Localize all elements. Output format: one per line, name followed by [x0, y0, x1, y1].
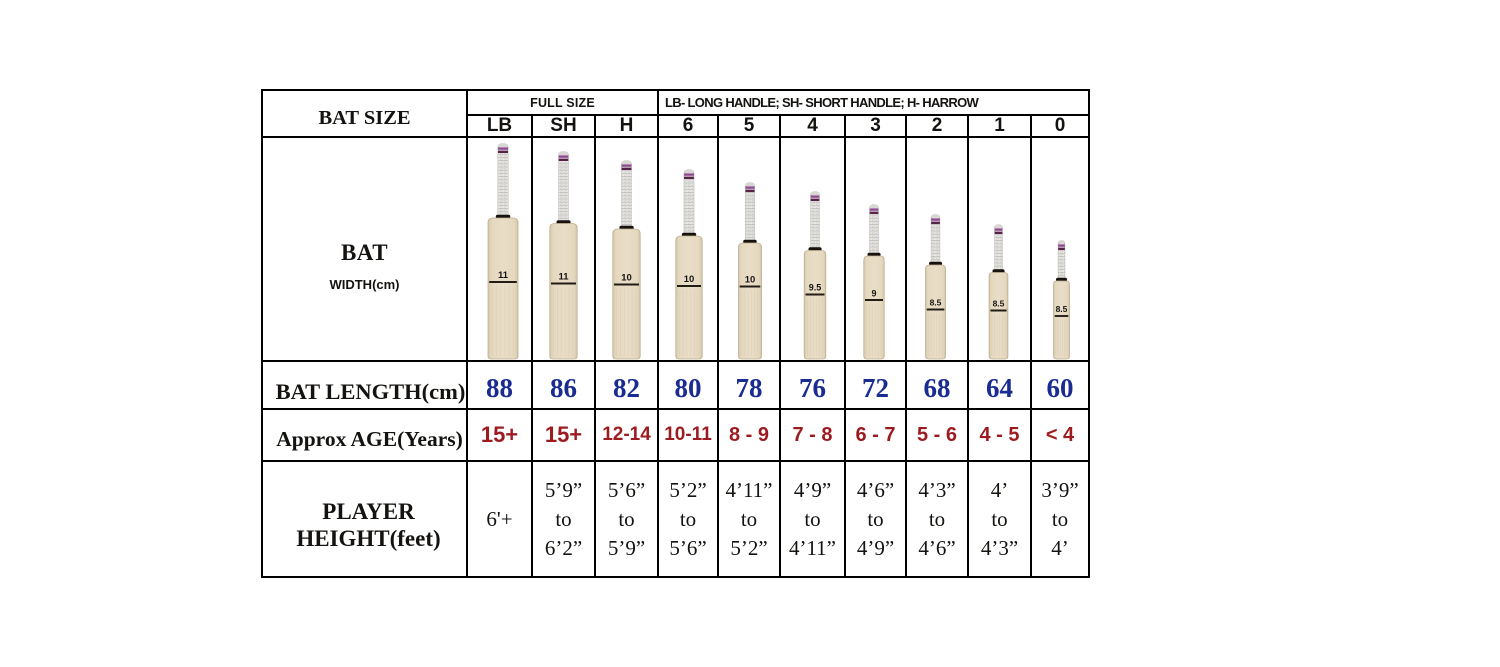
svg-text:10: 10: [621, 273, 632, 284]
svg-text:8.5: 8.5: [1056, 304, 1068, 314]
svg-text:9: 9: [871, 289, 876, 299]
svg-text:10: 10: [745, 275, 756, 286]
svg-text:8.5: 8.5: [993, 299, 1005, 309]
svg-text:9.5: 9.5: [809, 283, 822, 293]
svg-text:10: 10: [684, 274, 695, 285]
svg-text:8.5: 8.5: [930, 298, 942, 308]
svg-text:11: 11: [498, 270, 509, 281]
svg-text:11: 11: [558, 272, 569, 283]
